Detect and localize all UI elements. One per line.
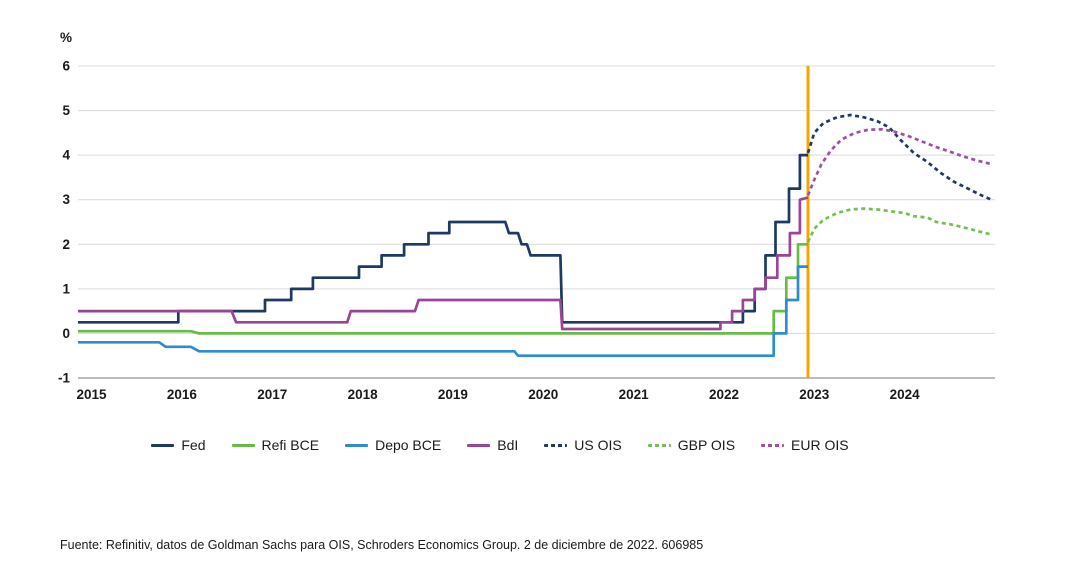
legend-label-eur-ois: EUR OIS <box>791 437 849 453</box>
series-line-eur-ois <box>806 127 992 196</box>
legend-item-gbp-ois: GBP OIS <box>647 437 736 453</box>
x-tick-label-2018: 2018 <box>348 387 379 402</box>
legend-label-bdi: BdI <box>497 437 519 453</box>
x-tick-label-2024: 2024 <box>890 387 921 402</box>
legend-swatch-eur-ois-dashed-line-icon <box>761 443 785 447</box>
x-tick-label-2021: 2021 <box>619 387 650 402</box>
y-tick-label-3: 3 <box>62 192 70 207</box>
x-tick-label-2022: 2022 <box>709 387 739 402</box>
series-line-depo-bce <box>78 265 808 358</box>
source-note: Fuente: Refinitiv, datos de Goldman Sach… <box>60 538 704 552</box>
legend-label-us-ois: US OIS <box>574 437 622 453</box>
y-axis-unit-label: % <box>60 30 72 45</box>
chart-legend: Fed Refi BCE Depo BCE BdI US OIS GBP OIS EUR O… <box>0 438 1000 452</box>
legend-label-fed: Fed <box>181 437 206 453</box>
y-tick-label-0: 0 <box>62 326 70 341</box>
y-tick-label--1: -1 <box>58 371 70 386</box>
y-tick-label-4: 4 <box>62 148 70 163</box>
legend-label-refi-bce: Refi BCE <box>261 437 320 453</box>
legend-item-bdi: BdI <box>467 438 518 452</box>
x-tick-label-2020: 2020 <box>528 387 558 402</box>
legend-swatch-depo-bce-solid-line-icon <box>345 443 369 447</box>
series-line-fed <box>78 153 808 324</box>
legend-swatch-gbp-ois-dashed-line-icon <box>647 443 671 447</box>
legend-swatch-fed-solid-line-icon <box>151 443 175 447</box>
rates-line-chart: 6 5 4 3 2 1 0 -1% 2015 2016 2017 2018 2019 2020 2021 20… <box>58 30 995 402</box>
legend-item-us-ois: US OIS <box>544 437 622 453</box>
legend-item-fed: Fed <box>151 437 206 453</box>
x-tick-label-2015: 2015 <box>77 387 108 402</box>
y-tick-label-6: 6 <box>62 59 70 74</box>
legend-item-depo-bce: Depo BCE <box>345 438 441 452</box>
series-line-bdi <box>78 196 809 331</box>
legend-item-eur-ois: EUR OIS <box>761 438 849 452</box>
y-tick-label-5: 5 <box>62 103 70 118</box>
legend-label-gbp-ois: GBP OIS <box>677 437 736 453</box>
legend-swatch-us-ois-dashed-line-icon <box>544 443 568 447</box>
x-tick-label-2023: 2023 <box>799 387 830 402</box>
legend-item-refi-bce: Refi BCE <box>231 437 320 453</box>
series-line-gbp-ois <box>806 207 992 243</box>
legend-label-depo-bce: Depo BCE <box>375 437 442 453</box>
x-tick-label-2016: 2016 <box>167 387 198 402</box>
legend-swatch-bdi-solid-line-icon <box>467 443 491 447</box>
x-tick-label-2017: 2017 <box>257 387 287 402</box>
series-line-us-ois <box>806 113 992 201</box>
y-tick-label-1: 1 <box>62 281 70 296</box>
x-tick-label-2019: 2019 <box>438 387 468 402</box>
series-line-refi-bce <box>78 242 808 335</box>
legend-swatch-refi-bce-solid-line-icon <box>231 443 255 447</box>
y-tick-label-2: 2 <box>62 237 70 252</box>
